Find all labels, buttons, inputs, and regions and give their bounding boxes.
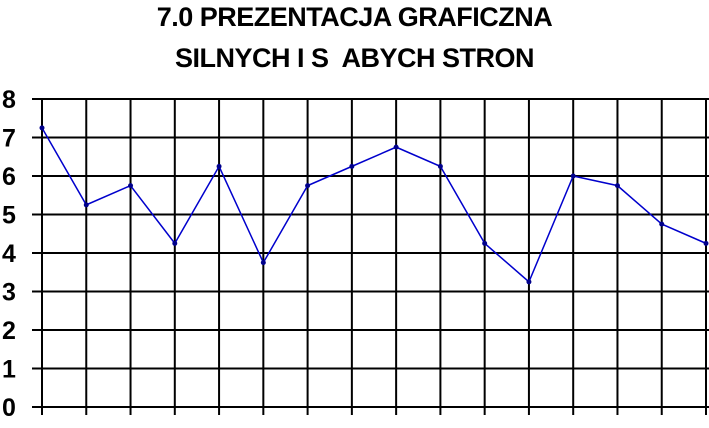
y-tick-label: 2: [2, 317, 16, 345]
data-point: [614, 183, 620, 189]
data-point: [393, 144, 399, 150]
y-tick-label: 5: [2, 202, 16, 230]
y-tick-label: 0: [2, 394, 16, 422]
data-point: [128, 183, 134, 189]
series-line: [41, 127, 707, 284]
y-tick-label: 3: [2, 279, 16, 307]
data-point: [482, 240, 488, 246]
data-point: [260, 260, 266, 266]
data-point: [703, 240, 709, 246]
chart-title-line-2: SILNYCH I S ABYCH STRON: [174, 43, 535, 73]
data-point: [305, 183, 311, 189]
data-point: [39, 125, 45, 131]
chart-title-line-1: 7.0 PREZENTACJA GRAFICZNA: [156, 2, 553, 32]
y-tick-label: 1: [2, 356, 16, 384]
data-point: [216, 163, 222, 169]
y-tick-label: 4: [2, 240, 16, 268]
data-point: [437, 163, 443, 169]
data-point: [172, 240, 178, 246]
y-tick-label: 6: [2, 163, 16, 191]
data-point: [526, 279, 532, 285]
data-point: [659, 221, 665, 227]
y-tick-label: 7: [2, 125, 16, 153]
y-tick-label: 8: [2, 86, 16, 114]
data-point: [83, 202, 89, 208]
data-point: [570, 173, 576, 179]
data-point: [349, 163, 355, 169]
